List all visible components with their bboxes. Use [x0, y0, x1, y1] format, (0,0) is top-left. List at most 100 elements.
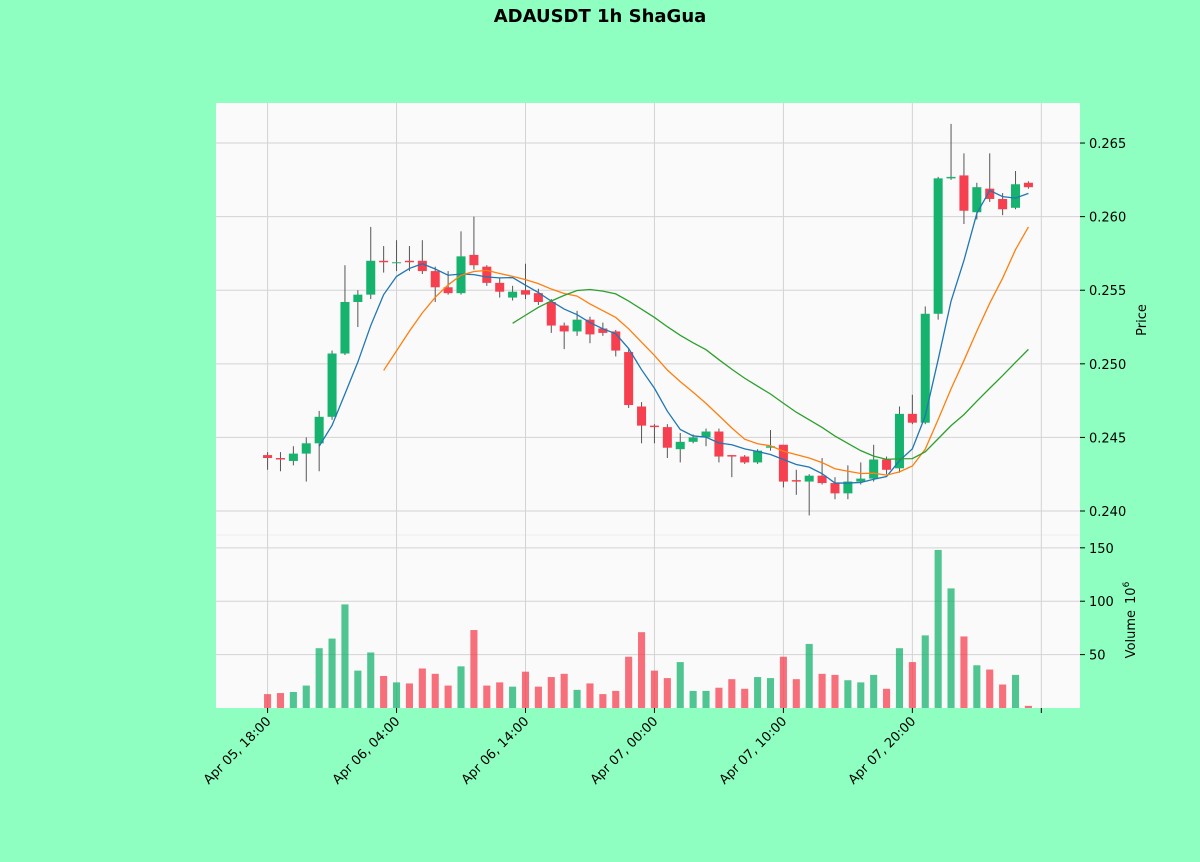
volume-bar	[947, 588, 955, 708]
volume-bar	[805, 643, 813, 708]
volume-bar	[1024, 705, 1032, 708]
y2-axis-label-text: Volume	[1124, 610, 1139, 658]
candle-body	[933, 178, 943, 314]
candle-body	[469, 254, 479, 266]
volume-bar	[302, 685, 310, 708]
candle-body	[417, 260, 427, 272]
candle-body	[817, 475, 827, 484]
candle-body	[301, 443, 311, 454]
y2-tick-label: 100	[1089, 595, 1114, 610]
candle-body	[585, 319, 595, 335]
candle-body	[263, 455, 273, 459]
candle-body	[740, 456, 750, 463]
candle-body	[392, 262, 402, 264]
volume-bar	[418, 668, 426, 708]
volume-bar	[973, 665, 981, 708]
candle-body	[765, 446, 776, 448]
y2-axis-label: Volume 106	[1122, 581, 1139, 658]
volume-bar	[341, 604, 349, 708]
candle-body	[495, 282, 505, 292]
candle-body	[379, 260, 389, 263]
volume-bar	[612, 690, 620, 708]
y-tick-label: 0.255	[1089, 284, 1126, 299]
volume-bar	[702, 690, 710, 708]
volume-bar	[741, 688, 749, 708]
candle-body	[275, 458, 285, 460]
candle-body	[714, 431, 724, 457]
volume-bar	[650, 670, 658, 708]
candle-body	[572, 319, 582, 332]
volume-bar	[586, 683, 594, 708]
volume-bar	[766, 678, 775, 708]
candle-body	[1011, 184, 1021, 208]
volume-bar	[496, 682, 504, 708]
volume-bar	[431, 673, 439, 708]
moving-average-line	[318, 189, 1029, 484]
volume-bar	[470, 630, 478, 708]
candle-body	[1023, 182, 1033, 188]
volume-bar	[521, 671, 530, 708]
volume-bar	[573, 689, 581, 708]
volume-bar	[457, 666, 465, 708]
candle-body	[649, 425, 659, 428]
volume-bar	[276, 693, 285, 708]
volume-bar	[405, 683, 413, 708]
volume-bar	[728, 679, 736, 708]
volume-bar	[560, 673, 568, 708]
volume-bar	[844, 680, 852, 708]
volume-bar	[663, 678, 671, 708]
candle-body	[972, 187, 982, 213]
y-axis-label: Price	[1135, 304, 1150, 336]
x-tick-label: Apr 07, 20:00	[846, 714, 919, 787]
y-tick-label: 0.245	[1089, 431, 1126, 446]
volume-bar	[754, 677, 762, 708]
candle-body	[688, 437, 698, 442]
y2-tick-label: 50	[1089, 649, 1106, 664]
candle-body	[559, 325, 569, 332]
candle-body	[959, 175, 969, 211]
volume-bar	[509, 686, 517, 708]
volume-bar	[779, 656, 787, 708]
x-tick-label: Apr 05, 18:00	[201, 714, 274, 787]
volume-bar	[986, 669, 994, 708]
volume-bar	[676, 662, 684, 708]
candle-body	[791, 480, 801, 482]
volume-bar	[934, 549, 942, 708]
x-tick-label: Apr 06, 04:00	[330, 714, 403, 787]
volume-bar	[715, 687, 723, 708]
volume-bar	[625, 656, 633, 708]
volume-bar	[392, 682, 401, 708]
volume-bar	[444, 685, 452, 708]
x-tick-label: Apr 06, 14:00	[459, 714, 532, 787]
candle-body	[946, 176, 956, 179]
candle-body	[404, 260, 414, 263]
candle-body	[675, 441, 685, 450]
volume-bar	[638, 632, 646, 708]
candle-body	[856, 478, 866, 482]
candle-body	[843, 481, 853, 494]
volume-bar	[534, 686, 542, 708]
volume-bar	[289, 691, 297, 708]
volume-bar	[908, 662, 916, 708]
candle-body	[998, 198, 1008, 210]
volume-bar	[857, 682, 865, 708]
y2-tick-label: 150	[1089, 542, 1114, 557]
x-tick-label: Apr 07, 10:00	[717, 714, 790, 787]
candle-body	[662, 427, 672, 448]
candle-body	[727, 455, 737, 457]
candle-body	[804, 475, 814, 482]
volume-bar	[870, 674, 878, 708]
marks	[263, 123, 1033, 708]
y-tick-label: 0.265	[1089, 137, 1126, 152]
volume-bar	[547, 677, 555, 708]
candle-body	[894, 413, 904, 469]
candle-body	[508, 291, 518, 298]
volume-bar	[883, 688, 891, 708]
volume-bar	[818, 673, 826, 708]
volume-bar	[960, 636, 968, 708]
volume-bar	[354, 670, 362, 708]
candle-body	[753, 450, 763, 463]
candle-body	[701, 431, 711, 438]
volume-bar	[792, 679, 800, 708]
